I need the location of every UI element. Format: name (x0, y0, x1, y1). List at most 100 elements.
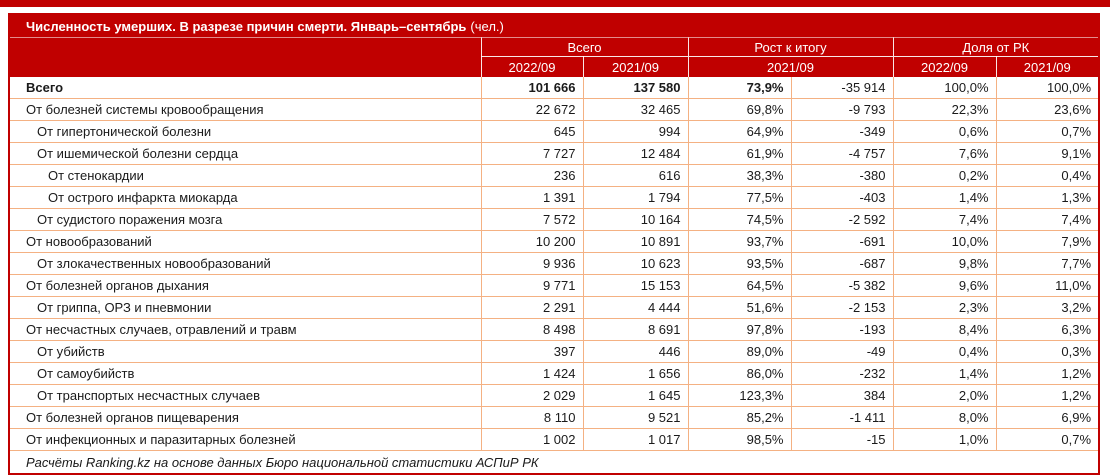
table-row: От самоубийств 1 424 1 656 86,0% -232 1,4% 1,2… (10, 362, 1099, 385)
title-row: Численность умерших. В разрезе причин см… (10, 15, 1099, 38)
value-cell: 74,5% (687, 208, 792, 231)
value-cell: 0,3% (995, 340, 1099, 363)
table-row: От гриппа, ОРЗ и пневмонии 2 291 4 444 51,6… (10, 296, 1099, 319)
value-cell: 1,4% (892, 362, 997, 385)
value-cell: 7,4% (995, 208, 1099, 231)
value-cell: 69,8% (687, 98, 792, 121)
value-cell: 0,4% (995, 164, 1099, 187)
value-cell: 85,2% (687, 406, 792, 429)
table-body: Всего 101 666 137 580 73,9% -35 914 100,0% 100… (10, 77, 1099, 451)
value-cell: 51,6% (687, 296, 792, 319)
value-cell: 1 017 (582, 428, 689, 451)
row-label: От новообразований (10, 230, 482, 253)
value-cell: 384 (790, 384, 894, 407)
subheader-total-2022: 2022/09 (480, 56, 583, 77)
value-cell: 1,4% (892, 186, 997, 209)
value-cell: 10 623 (582, 252, 689, 275)
value-cell: 77,5% (687, 186, 792, 209)
subheader-row: 2022/09 2021/09 2021/09 2022/09 2021/09 (10, 56, 1099, 77)
table-row: От убийств 397 446 89,0% -49 0,4% 0,3% (10, 340, 1099, 363)
row-label-header (10, 37, 481, 77)
value-cell: 2,3% (892, 296, 997, 319)
value-cell: 1 391 (480, 186, 584, 209)
value-cell: 645 (480, 120, 584, 143)
value-cell: 11,0% (995, 274, 1099, 297)
value-cell: -193 (790, 318, 894, 341)
table-row: От судистого поражения мозга 7 572 10 164 7… (10, 208, 1099, 231)
table-title-text: Численность умерших. В разрезе причин см… (26, 18, 467, 34)
value-cell: 1 002 (480, 428, 584, 451)
value-cell: 0,4% (892, 340, 997, 363)
value-cell: 97,8% (687, 318, 792, 341)
value-cell: 100,0% (892, 77, 997, 99)
value-cell: -35 914 (790, 77, 894, 99)
value-cell: 89,0% (687, 340, 792, 363)
value-cell: -1 411 (790, 406, 894, 429)
value-cell: 6,3% (995, 318, 1099, 341)
value-cell: 8 691 (582, 318, 689, 341)
value-cell: -403 (790, 186, 894, 209)
row-label: От инфекционных и паразитарных болезней (10, 428, 482, 451)
value-cell: 7,9% (995, 230, 1099, 253)
column-group-total: Всего (480, 37, 688, 57)
value-cell: 1,3% (995, 186, 1099, 209)
value-cell: -232 (790, 362, 894, 385)
value-cell: 397 (480, 340, 584, 363)
value-cell: 2,0% (892, 384, 997, 407)
value-cell: 6,9% (995, 406, 1099, 429)
value-cell: 1 645 (582, 384, 689, 407)
value-cell: 10,0% (892, 230, 997, 253)
value-cell: 32 465 (582, 98, 689, 121)
value-cell: -49 (790, 340, 894, 363)
table-row: Всего 101 666 137 580 73,9% -35 914 100,0% 100… (10, 77, 1099, 99)
value-cell: 101 666 (480, 77, 584, 99)
value-cell: 8 110 (480, 406, 584, 429)
subheader-share-2022: 2022/09 (892, 56, 996, 77)
value-cell: 123,3% (687, 384, 792, 407)
row-label: От злокачественных новообразований (10, 252, 482, 275)
value-cell: -4 757 (790, 142, 894, 165)
value-cell: 2 291 (480, 296, 584, 319)
value-cell: 1 656 (582, 362, 689, 385)
value-cell: 10 891 (582, 230, 689, 253)
value-cell: -5 382 (790, 274, 894, 297)
row-label: От болезней органов пищеварения (10, 406, 482, 429)
value-cell: 86,0% (687, 362, 792, 385)
table-row: От стенокардии 236 616 38,3% -380 0,2% 0,4% (10, 164, 1099, 187)
value-cell: 7,6% (892, 142, 997, 165)
source-note: Расчёты Ranking.kz на основе данных Бюро… (10, 450, 1099, 473)
value-cell: 100,0% (995, 77, 1099, 99)
column-group-row: Всего Рост к итогу Доля от РК (10, 37, 1099, 77)
value-cell: 1 794 (582, 186, 689, 209)
table-header: Численность умерших. В разрезе причин см… (10, 15, 1099, 77)
value-cell: 994 (582, 120, 689, 143)
table-row: От болезней органов дыхания 9 771 15 153 64… (10, 274, 1099, 297)
value-cell: 12 484 (582, 142, 689, 165)
row-label: От самоубийств (10, 362, 482, 385)
value-cell: 9 771 (480, 274, 584, 297)
row-label: От ишемической болезни сердца (10, 142, 482, 165)
footer-row: Расчёты Ranking.kz на основе данных Бюро… (10, 450, 1099, 473)
row-label: От гриппа, ОРЗ и пневмонии (10, 296, 482, 319)
value-cell: 1,0% (892, 428, 997, 451)
table-row: От гипертонической болезни 645 994 64,9% -34… (10, 120, 1099, 143)
value-cell: 1,2% (995, 362, 1099, 385)
value-cell: 0,2% (892, 164, 997, 187)
table-row: От болезней органов пищеварения 8 110 9 52… (10, 406, 1099, 429)
column-group-growth: Рост к итогу (687, 37, 893, 57)
value-cell: 7,7% (995, 252, 1099, 275)
value-cell: -9 793 (790, 98, 894, 121)
value-cell: -691 (790, 230, 894, 253)
top-accent-bar (0, 0, 1110, 7)
table-footer: Расчёты Ranking.kz на основе данных Бюро… (10, 450, 1099, 473)
value-cell: 446 (582, 340, 689, 363)
value-cell: 137 580 (582, 77, 689, 99)
data-table: Численность умерших. В разрезе причин см… (10, 15, 1099, 473)
value-cell: 9,8% (892, 252, 997, 275)
value-cell: 22 672 (480, 98, 584, 121)
value-cell: 9 521 (582, 406, 689, 429)
value-cell: 61,9% (687, 142, 792, 165)
value-cell: -2 592 (790, 208, 894, 231)
table-row: От острого инфаркта миокарда 1 391 1 794 77… (10, 186, 1099, 209)
table-row: От злокачественных новообразований 9 936 1… (10, 252, 1099, 275)
